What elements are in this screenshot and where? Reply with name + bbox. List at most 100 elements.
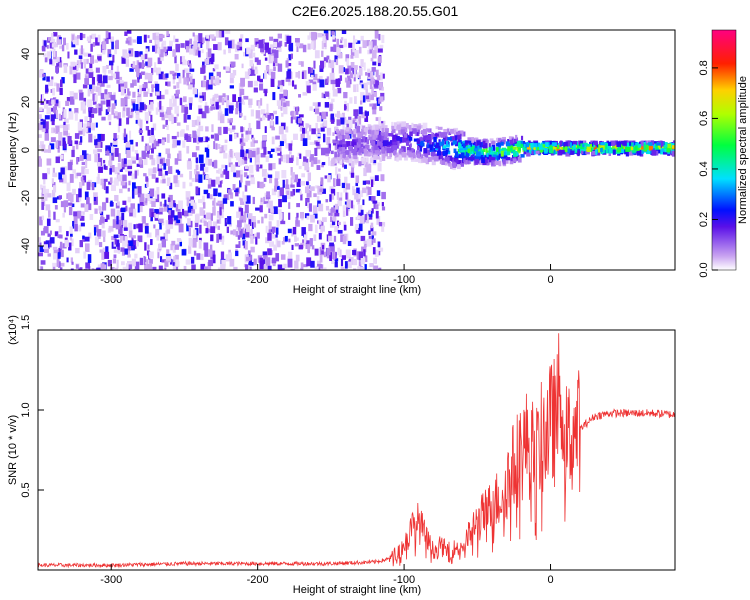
heatmap-cell [378,267,382,270]
heatmap-cell [310,214,315,223]
heatmap-cell [332,178,336,188]
heatmap-cell [502,154,508,159]
heatmap-cell [488,156,493,163]
heatmap-cell [271,233,276,239]
heatmap-cell [352,149,358,156]
heatmap-cell [426,149,431,156]
heatmap-cell [218,181,222,188]
heatmap-cell [207,249,213,257]
heatmap-cell [593,145,597,151]
heatmap-cell [321,250,324,255]
heatmap-cell [268,54,273,64]
heatmap-cell [284,235,288,242]
heatmap-cell [187,218,191,226]
heatmap-cell [288,42,294,52]
heatmap-cell [184,134,189,141]
heatmap-cell [144,72,149,80]
heatmap-cell [159,34,165,39]
heatmap-cell [482,143,488,149]
heatmap-cell [524,148,527,152]
heatmap-cell [220,171,224,178]
heatmap-cell [520,143,525,149]
heatmap-cell [290,140,293,146]
heatmap-cell [267,47,271,55]
heatmap-cell [283,89,288,97]
heatmap-cell [111,73,116,79]
heatmap-cell [250,44,255,52]
heatmap-cell [337,151,340,158]
heatmap-cell [48,145,52,153]
heatmap-cell [321,111,327,120]
heatmap-cell [452,162,457,168]
heatmap-cell [348,116,352,120]
heatmap-cell [39,107,43,112]
heatmap-cell [118,226,123,234]
heatmap-cell [85,159,88,169]
heatmap-cell [225,170,230,180]
heatmap-cell [209,98,213,105]
heatmap-cell [270,78,275,87]
heatmap-cell [40,260,46,265]
heatmap-cell [403,133,408,138]
heatmap-cell [50,89,54,93]
heatmap-cell [268,229,272,236]
heatmap-cell [39,216,43,226]
heatmap-cell [202,136,206,142]
heatmap-cell [361,159,367,165]
heatmap-cell [51,76,54,80]
heatmap-cell [68,111,74,120]
heatmap-cell [308,203,312,212]
heatmap-cell [606,140,610,146]
heatmap-cell [202,195,205,205]
heatmap-cell [108,94,112,104]
heatmap-cell [671,150,675,157]
heatmap-cell [558,149,564,153]
heatmap-cell [350,67,354,71]
heatmap-cell [389,152,392,158]
heatmap-cell [198,237,202,242]
heatmap-cell [210,213,213,221]
heatmap-cell [345,192,348,200]
heatmap-cell [276,147,282,152]
heatmap-cell [50,32,54,41]
heatmap-cell [116,201,120,206]
heatmap-cell [232,69,237,76]
heatmap-cell [72,220,75,229]
heatmap-cell [47,51,52,57]
heatmap-cell [146,143,149,151]
heatmap-cell [372,79,376,85]
heatmap-cell [439,158,442,164]
heatmap-cell [228,223,232,227]
heatmap-cell [292,111,296,119]
heatmap-cell [308,223,313,232]
heatmap-cell [86,58,89,64]
heatmap-cell [49,237,55,244]
heatmap-cell [123,134,128,144]
heatmap-cell [227,40,232,49]
heatmap-cell [71,203,75,208]
heatmap-cell [230,164,236,173]
heatmap-cell [131,173,136,180]
heatmap-cell [44,115,50,120]
heatmap-cell [207,184,212,189]
heatmap-cell [660,141,664,147]
heatmap-cell [108,60,114,66]
heatmap-cell [458,154,462,159]
heatmap-cell [337,229,343,234]
heatmap-cell [41,144,46,153]
heatmap-cell [220,209,224,219]
heatmap-cell [345,249,351,259]
heatmap-cell [108,121,112,126]
heatmap-cell [159,100,162,110]
x-tick-label: -200 [247,574,269,586]
heatmap-cell [268,208,272,213]
heatmap-cell [360,139,364,143]
heatmap-cell [160,56,164,61]
heatmap-cell [169,40,173,47]
heatmap-cell [285,143,290,149]
heatmap-cell [70,257,73,263]
heatmap-cell [314,266,319,270]
heatmap-cell [149,154,154,160]
heatmap-cell [245,264,249,270]
heatmap-cell [286,57,289,62]
